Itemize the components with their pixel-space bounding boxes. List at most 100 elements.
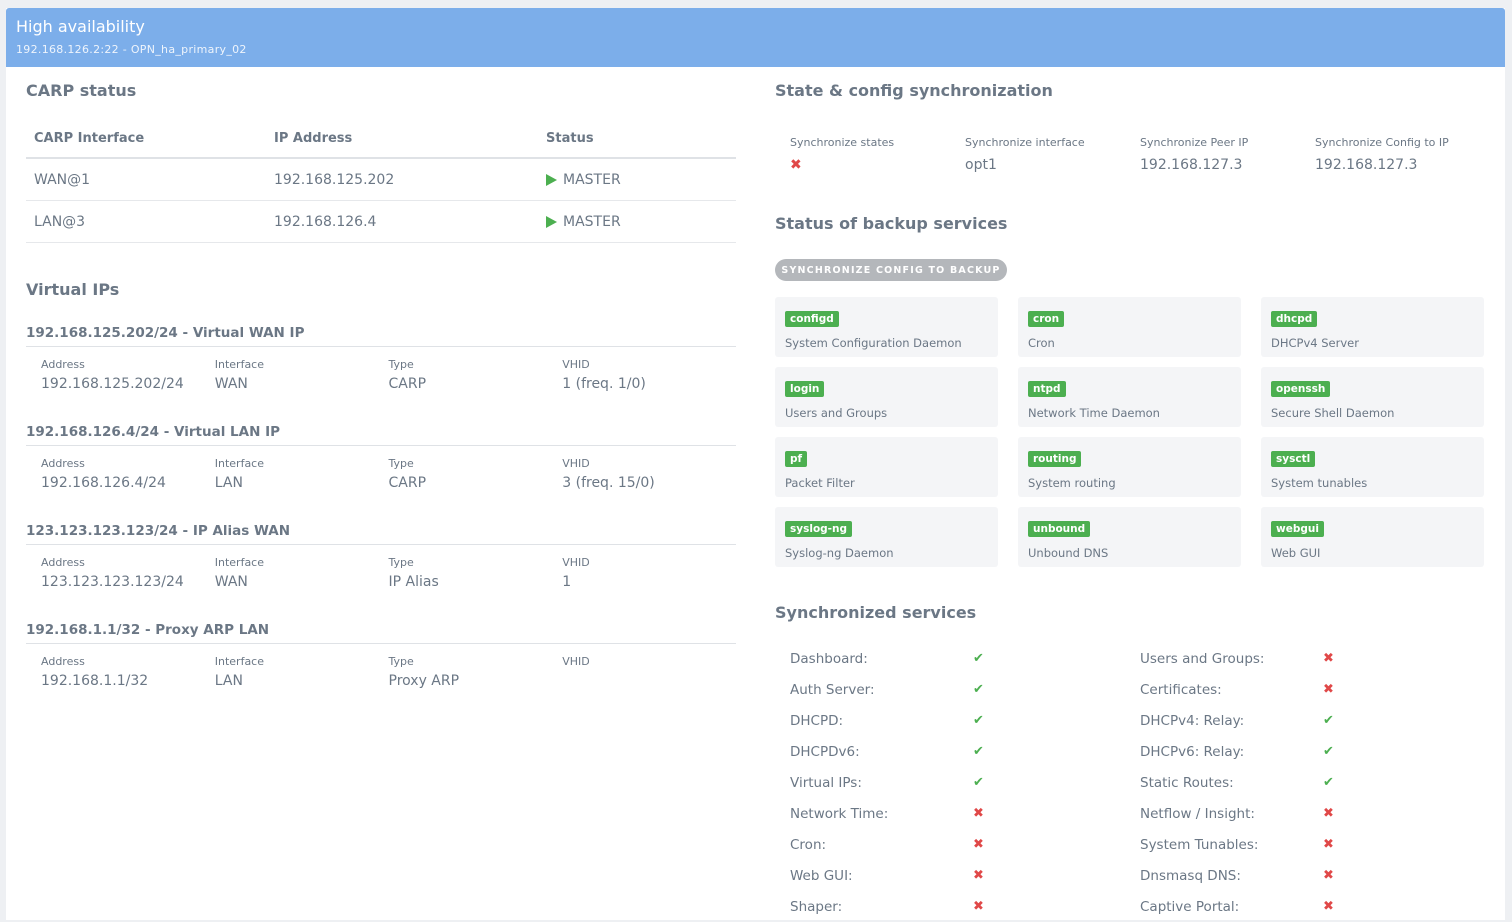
backup-services-grid: configd System Configuration Daemon cron C… bbox=[775, 297, 1485, 567]
service-card[interactable]: ntpd Network Time Daemon bbox=[1018, 367, 1241, 427]
check-icon: ✔ bbox=[973, 682, 984, 697]
sync-interface-label: Synchronize interface bbox=[965, 136, 1085, 149]
panel-subtitle: 192.168.126.2:22 - OPN_ha_primary_02 bbox=[16, 43, 247, 56]
vip-vhid: 1 (freq. 1/0) bbox=[562, 376, 646, 392]
synced-service: DHCPv6: Relay: ✔ bbox=[1140, 744, 1490, 760]
carp-ip: 192.168.125.202 bbox=[274, 171, 395, 188]
vip-group: 192.168.1.1/32 - Proxy ARP LAN Address 19… bbox=[26, 622, 736, 689]
vip-type-label: Type bbox=[388, 358, 414, 371]
service-card[interactable]: sysctl System tunables bbox=[1261, 437, 1484, 497]
service-desc: Network Time Daemon bbox=[1028, 406, 1160, 420]
synced-service-name: Cron: bbox=[790, 836, 827, 853]
sync-peer-ip-value: 192.168.127.3 bbox=[1140, 157, 1243, 173]
service-badge: routing bbox=[1028, 451, 1082, 467]
synced-service-name: Captive Portal: bbox=[1140, 898, 1240, 915]
vip-address-label: Address bbox=[41, 457, 85, 470]
vip-type: Proxy ARP bbox=[388, 673, 460, 689]
synced-service-name: Dashboard: bbox=[790, 650, 868, 667]
synced-service-name: DHCPv4: Relay: bbox=[1140, 712, 1245, 729]
synced-service: Dnsmasq DNS: ✖ bbox=[1140, 868, 1490, 884]
sync-states-cross-icon: ✖ bbox=[790, 157, 802, 173]
vip-interface: LAN bbox=[214, 475, 243, 491]
synced-service-name: DHCPv6: Relay: bbox=[1140, 743, 1245, 760]
service-card[interactable]: openssh Secure Shell Daemon bbox=[1261, 367, 1484, 427]
service-desc: Cron bbox=[1028, 336, 1055, 350]
synced-service: Cron: ✖ bbox=[790, 837, 1140, 853]
service-card[interactable]: dhcpd DHCPv4 Server bbox=[1261, 297, 1484, 357]
sync-settings: Synchronize states ✖ Synchronize interfac… bbox=[790, 136, 1490, 173]
service-card[interactable]: routing System routing bbox=[1018, 437, 1241, 497]
service-badge: unbound bbox=[1028, 521, 1091, 537]
vip-address-label: Address bbox=[41, 358, 85, 371]
col-ip-address: IP Address bbox=[274, 130, 353, 146]
vip-interface: WAN bbox=[214, 376, 248, 392]
list-item: Cron: ✖ System Tunables: ✖ bbox=[790, 829, 1490, 860]
check-icon: ✔ bbox=[1323, 713, 1334, 728]
cross-icon: ✖ bbox=[1323, 868, 1334, 883]
synced-service: DHCPv4: Relay: ✔ bbox=[1140, 713, 1490, 729]
list-item: Auth Server: ✔ Certificates: ✖ bbox=[790, 674, 1490, 705]
list-item: Dashboard: ✔ Users and Groups: ✖ bbox=[790, 643, 1490, 674]
synced-service: System Tunables: ✖ bbox=[1140, 837, 1490, 853]
vip-interface: LAN bbox=[214, 673, 243, 689]
vip-vhid: 3 (freq. 15/0) bbox=[562, 475, 655, 491]
vip-address: 192.168.125.202/24 bbox=[41, 376, 184, 392]
service-desc: Users and Groups bbox=[785, 406, 888, 420]
vip-vhid: 1 bbox=[562, 574, 572, 590]
cross-icon: ✖ bbox=[973, 899, 984, 914]
service-desc: System tunables bbox=[1271, 476, 1368, 490]
sync-states-label: Synchronize states bbox=[790, 136, 895, 149]
cross-icon: ✖ bbox=[973, 806, 984, 821]
col-status: Status bbox=[546, 130, 594, 146]
check-icon: ✔ bbox=[973, 775, 984, 790]
carp-table: CARP Interface IP Address Status WAN@1 1… bbox=[26, 119, 736, 243]
check-icon: ✔ bbox=[1323, 744, 1334, 759]
carp-status-text: MASTER bbox=[563, 213, 621, 230]
sync-peer-ip-label: Synchronize Peer IP bbox=[1140, 136, 1249, 149]
service-card[interactable]: syslog-ng Syslog-ng Daemon bbox=[775, 507, 998, 567]
service-desc: Unbound DNS bbox=[1028, 546, 1109, 560]
sync-config-ip-label: Synchronize Config to IP bbox=[1315, 136, 1449, 149]
synced-service: Shaper: ✖ bbox=[790, 899, 1140, 915]
service-card[interactable]: unbound Unbound DNS bbox=[1018, 507, 1241, 567]
panel-header: High availability 192.168.126.2:22 - OPN… bbox=[6, 8, 1505, 67]
cross-icon: ✖ bbox=[1323, 899, 1334, 914]
service-card[interactable]: configd System Configuration Daemon bbox=[775, 297, 998, 357]
service-desc: Web GUI bbox=[1271, 546, 1321, 560]
service-card[interactable]: login Users and Groups bbox=[775, 367, 998, 427]
service-desc: Secure Shell Daemon bbox=[1271, 406, 1395, 420]
synced-service-name: Network Time: bbox=[790, 805, 889, 822]
sync-title: State & config synchronization bbox=[775, 81, 1053, 100]
synced-service-name: DHCPD: bbox=[790, 712, 844, 729]
table-row: WAN@1 192.168.125.202 MASTER bbox=[26, 159, 736, 201]
list-item: Web GUI: ✖ Dnsmasq DNS: ✖ bbox=[790, 860, 1490, 891]
service-card[interactable]: pf Packet Filter bbox=[775, 437, 998, 497]
vip-type-label: Type bbox=[388, 556, 414, 569]
service-badge: sysctl bbox=[1271, 451, 1316, 467]
vip-interface: WAN bbox=[214, 574, 248, 590]
check-icon: ✔ bbox=[1323, 775, 1334, 790]
vip-type-label: Type bbox=[388, 457, 414, 470]
service-badge: login bbox=[785, 381, 825, 397]
synchronized-services-title: Synchronized services bbox=[775, 603, 977, 622]
service-badge: pf bbox=[785, 451, 808, 467]
service-card[interactable]: cron Cron bbox=[1018, 297, 1241, 357]
vip-type-label: Type bbox=[388, 655, 414, 668]
cross-icon: ✖ bbox=[1323, 806, 1334, 821]
vip-type: CARP bbox=[388, 376, 427, 392]
synced-service: DHCPD: ✔ bbox=[790, 713, 1140, 729]
carp-ip: 192.168.126.4 bbox=[274, 213, 377, 230]
virtual-ips-title: Virtual IPs bbox=[26, 280, 120, 299]
cross-icon: ✖ bbox=[973, 837, 984, 852]
vip-type: IP Alias bbox=[388, 574, 439, 590]
synced-service: DHCPDv6: ✔ bbox=[790, 744, 1140, 760]
play-icon bbox=[546, 173, 557, 186]
service-card[interactable]: webgui Web GUI bbox=[1261, 507, 1484, 567]
vip-address-label: Address bbox=[41, 556, 85, 569]
carp-interface: LAN@3 bbox=[34, 213, 86, 230]
synchronize-config-button[interactable]: SYNCHRONIZE CONFIG TO BACKUP bbox=[775, 259, 1007, 281]
service-desc: DHCPv4 Server bbox=[1271, 336, 1359, 350]
panel-title: High availability bbox=[16, 17, 145, 36]
synced-service: Dashboard: ✔ bbox=[790, 651, 1140, 667]
service-badge: cron bbox=[1028, 311, 1065, 327]
